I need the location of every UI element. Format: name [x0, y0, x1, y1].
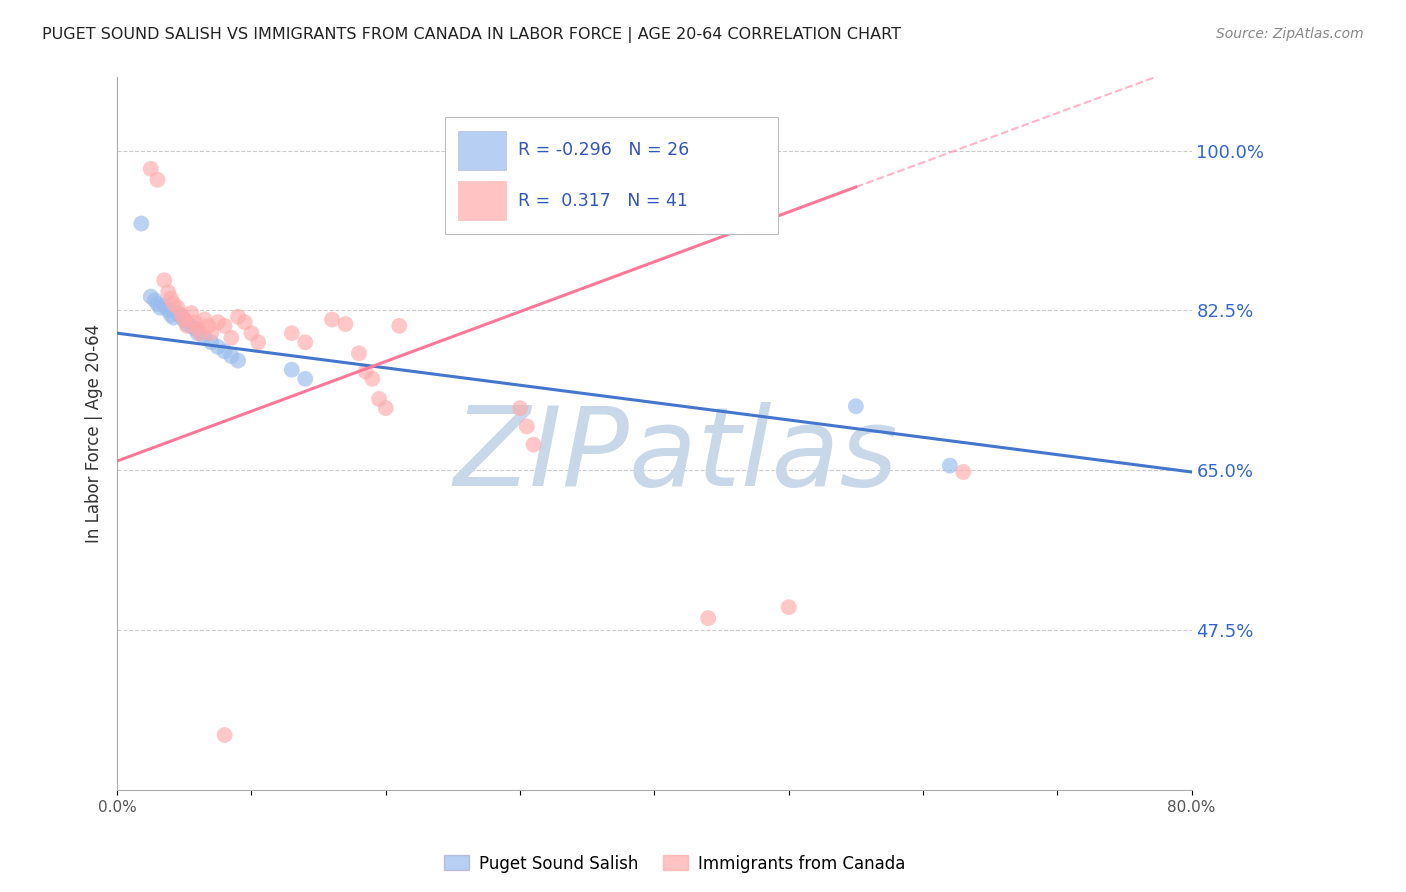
- Point: [153, 299, 176, 313]
- Point: [162, 297, 184, 311]
- Point: [187, 326, 209, 341]
- FancyBboxPatch shape: [444, 117, 778, 235]
- Point: [184, 315, 207, 329]
- Point: [166, 301, 188, 315]
- Point: [388, 318, 411, 333]
- Point: [139, 290, 162, 304]
- Point: [233, 315, 256, 329]
- Point: [153, 273, 176, 287]
- Point: [522, 437, 544, 451]
- FancyBboxPatch shape: [458, 181, 506, 220]
- Point: [149, 301, 172, 315]
- Point: [214, 728, 236, 742]
- Point: [214, 318, 236, 333]
- Point: [281, 362, 304, 376]
- Point: [184, 321, 207, 335]
- Point: [173, 312, 195, 326]
- Point: [170, 310, 193, 324]
- Point: [139, 161, 162, 176]
- Point: [166, 306, 188, 320]
- Point: [335, 317, 357, 331]
- Point: [294, 372, 316, 386]
- Point: [221, 331, 243, 345]
- Point: [247, 335, 270, 350]
- Point: [845, 399, 868, 413]
- Point: [354, 365, 377, 379]
- Point: [294, 335, 316, 350]
- Point: [170, 308, 193, 322]
- Legend: Puget Sound Salish, Immigrants from Canada: Puget Sound Salish, Immigrants from Cana…: [437, 848, 912, 880]
- Point: [146, 297, 169, 311]
- Point: [160, 308, 183, 322]
- Point: [347, 346, 370, 360]
- Point: [207, 315, 229, 329]
- Point: [176, 317, 198, 331]
- Point: [180, 306, 202, 320]
- Point: [778, 600, 800, 615]
- Point: [516, 419, 538, 434]
- Point: [321, 312, 343, 326]
- Point: [374, 401, 396, 415]
- FancyBboxPatch shape: [458, 131, 506, 169]
- Point: [173, 313, 195, 327]
- Point: [361, 372, 384, 386]
- Point: [143, 293, 166, 308]
- Point: [187, 321, 209, 335]
- Point: [952, 465, 974, 479]
- Point: [240, 326, 263, 341]
- Point: [157, 303, 180, 318]
- Point: [197, 318, 219, 333]
- Text: R =  0.317   N = 41: R = 0.317 N = 41: [517, 192, 688, 210]
- Point: [131, 217, 153, 231]
- Point: [176, 318, 198, 333]
- Point: [200, 326, 222, 341]
- Text: PUGET SOUND SALISH VS IMMIGRANTS FROM CANADA IN LABOR FORCE | AGE 20-64 CORRELAT: PUGET SOUND SALISH VS IMMIGRANTS FROM CA…: [42, 27, 901, 43]
- Text: ZIPatlas: ZIPatlas: [454, 401, 898, 508]
- Point: [190, 326, 212, 341]
- Point: [207, 340, 229, 354]
- Point: [226, 310, 249, 324]
- Point: [180, 318, 202, 333]
- Point: [368, 392, 391, 406]
- Y-axis label: In Labor Force | Age 20-64: In Labor Force | Age 20-64: [86, 324, 103, 543]
- Point: [162, 310, 184, 325]
- Point: [226, 353, 249, 368]
- Point: [157, 285, 180, 299]
- Point: [939, 458, 962, 473]
- Point: [200, 335, 222, 350]
- Point: [281, 326, 304, 341]
- Point: [214, 344, 236, 359]
- Point: [221, 349, 243, 363]
- Point: [697, 611, 720, 625]
- Point: [193, 312, 215, 326]
- Point: [160, 292, 183, 306]
- Point: [193, 331, 215, 345]
- Point: [146, 172, 169, 186]
- Text: Source: ZipAtlas.com: Source: ZipAtlas.com: [1216, 27, 1364, 41]
- Text: R = -0.296   N = 26: R = -0.296 N = 26: [517, 141, 689, 159]
- Point: [509, 401, 531, 415]
